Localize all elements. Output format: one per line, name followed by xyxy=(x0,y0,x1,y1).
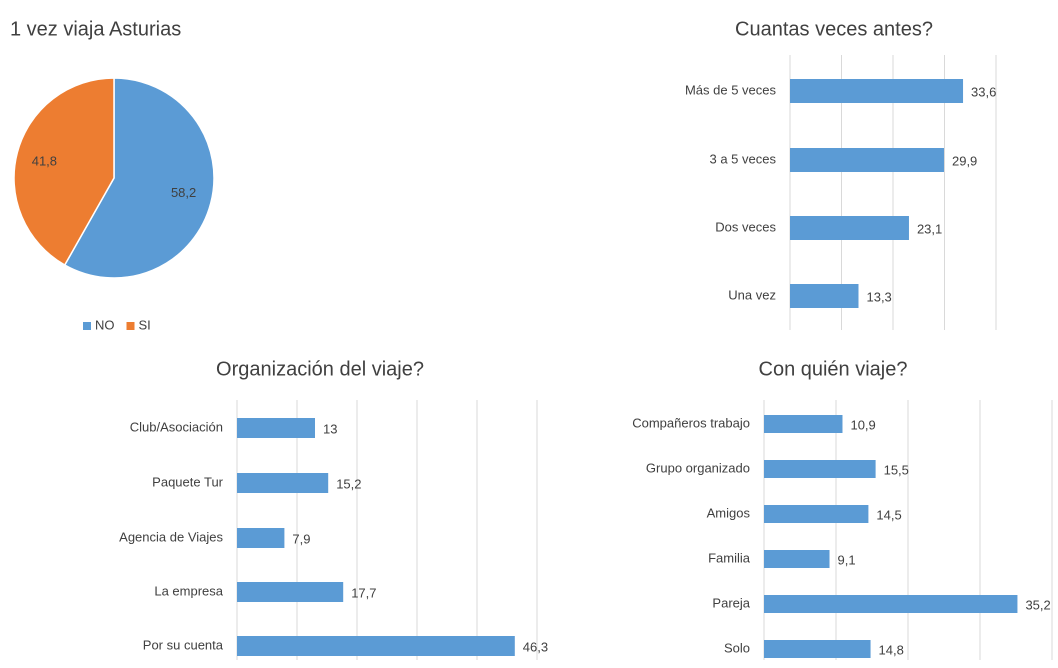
data-label: 46,3 xyxy=(523,639,548,654)
bar xyxy=(790,148,944,172)
legend-label: SI xyxy=(139,317,151,332)
bar xyxy=(764,415,843,433)
chart-title: Organización del viaje? xyxy=(216,358,424,380)
data-label: 14,5 xyxy=(876,507,901,522)
y-tick-label: Por su cuenta xyxy=(143,637,224,652)
y-tick-label: Más de 5 veces xyxy=(685,82,777,97)
data-label: 58,2 xyxy=(171,185,196,200)
y-tick-label: Pareja xyxy=(712,595,750,610)
data-label: 41,8 xyxy=(32,154,57,169)
y-tick-label: La empresa xyxy=(154,583,223,598)
data-label: 35,2 xyxy=(1025,597,1050,612)
pie-slice xyxy=(63,77,215,279)
data-label: 33,6 xyxy=(971,84,996,99)
bar xyxy=(237,418,315,438)
bar xyxy=(790,216,909,240)
bar xyxy=(764,505,869,523)
data-label: 13 xyxy=(323,421,337,436)
data-label: 15,2 xyxy=(336,476,361,491)
data-label: 23,1 xyxy=(917,221,942,236)
y-tick-label: Dos veces xyxy=(715,219,776,234)
bar xyxy=(237,582,344,602)
data-label: 17,7 xyxy=(351,585,376,600)
legend-label: NO xyxy=(95,317,115,332)
chart-title: 1 vez viaja Asturias xyxy=(10,18,181,40)
bar xyxy=(764,640,871,658)
y-tick-label: Solo xyxy=(724,640,750,655)
y-tick-label: Agencia de Viajes xyxy=(119,529,223,544)
y-tick-label: Amigos xyxy=(707,505,751,520)
y-tick-label: Paquete Tur xyxy=(152,474,223,489)
bar xyxy=(764,595,1018,613)
bar xyxy=(237,528,285,548)
bar xyxy=(790,284,859,308)
bar xyxy=(764,550,830,568)
bar xyxy=(237,473,329,493)
y-tick-label: Una vez xyxy=(728,287,776,302)
legend-swatch xyxy=(126,322,135,330)
pie-slice xyxy=(13,77,115,267)
chart-title: Con quién viaje? xyxy=(759,358,908,380)
data-label: 7,9 xyxy=(292,531,310,546)
legend-swatch xyxy=(83,322,91,330)
bar xyxy=(237,636,515,656)
data-label: 9,1 xyxy=(838,552,856,567)
bar xyxy=(790,79,964,103)
y-tick-label: Familia xyxy=(708,550,751,565)
y-tick-label: Compañeros trabajo xyxy=(632,415,750,430)
y-tick-label: Club/Asociación xyxy=(130,419,223,434)
data-label: 14,8 xyxy=(879,642,904,657)
chart-title: Cuantas veces antes? xyxy=(735,18,933,40)
bar xyxy=(764,460,876,478)
y-tick-label: 3 a 5 veces xyxy=(710,151,777,166)
data-label: 10,9 xyxy=(850,417,875,432)
y-tick-label: Grupo organizado xyxy=(646,460,750,475)
data-label: 15,5 xyxy=(884,462,909,477)
data-label: 13,3 xyxy=(866,289,891,304)
data-label: 29,9 xyxy=(952,153,977,168)
